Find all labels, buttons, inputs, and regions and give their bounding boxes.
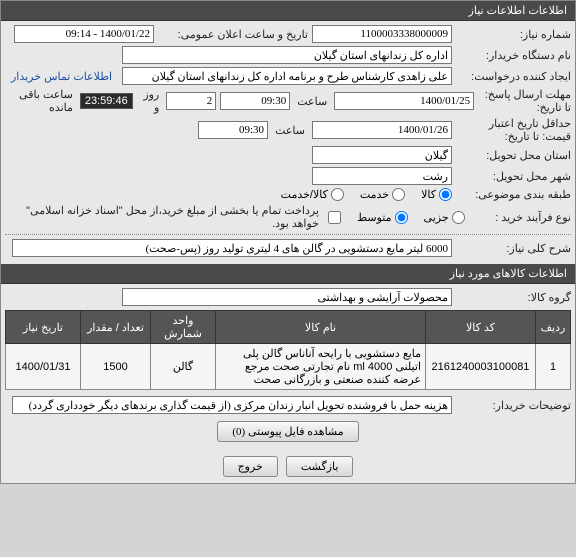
radio-small[interactable]: جزیی [424,211,465,224]
buyer-note-input[interactable] [12,396,452,414]
radio-both-input[interactable] [331,188,344,201]
province-input[interactable] [312,146,452,164]
city-input[interactable] [312,167,452,185]
checkbox-treasury[interactable]: پرداخت تمام یا بخشی از مبلغ خرید،از محل … [17,204,341,230]
buyer-org-label: نام دستگاه خریدار: [456,49,571,62]
row-need-no: شماره نیاز: تاریخ و ساعت اعلان عمومی: [5,25,571,43]
checkbox-treasury-input[interactable] [328,211,341,224]
radio-medium-input[interactable] [395,211,408,224]
items-table: ردیف کد کالا نام کالا واحد شمارش تعداد /… [5,310,571,390]
items-header: اطلاعات کالاهای مورد نیاز [1,264,575,284]
cell-qty: 1500 [81,344,151,390]
reply-deadline-label: مهلت ارسال پاسخ: تا تاریخ: [478,88,571,114]
creator-input[interactable] [122,67,452,85]
col-code: کد کالا [426,311,536,344]
table-header-row: ردیف کد کالا نام کالا واحد شمارش تعداد /… [6,311,571,344]
cell-name: مایع دستشویی با رایحه آناناس گالن پلی ات… [216,344,426,390]
attach-row: مشاهده فایل پیوستی (0) [5,417,571,446]
col-date: تاریخ نیاز [6,311,81,344]
attach-button[interactable]: مشاهده فایل پیوستی (0) [217,421,358,442]
table-row[interactable]: 1 2161240003100081 مایع دستشویی با رایحه… [6,344,571,390]
reply-time-input[interactable] [220,92,290,110]
reply-days-input[interactable] [166,92,216,110]
row-city: شهر محل تحویل: [5,167,571,185]
radio-small-input[interactable] [452,211,465,224]
cell-date: 1400/01/31 [6,344,81,390]
radio-both[interactable]: کالا/خدمت [281,188,344,201]
process-label: نوع فرآیند خرید : [469,211,571,224]
cell-idx: 1 [536,344,571,390]
credit-time-input[interactable] [198,121,268,139]
items-area: گروه کالا: ردیف کد کالا نام کالا واحد شم… [1,284,575,450]
need-desc-label: شرح کلی نیاز: [456,242,571,255]
col-unit: واحد شمارش [151,311,216,344]
panel-title: اطلاعات اطلاعات نیاز [1,1,575,21]
cell-code: 2161240003100081 [426,344,536,390]
form-area: شماره نیاز: تاریخ و ساعت اعلان عمومی: نا… [1,21,575,264]
group-input[interactable] [122,288,452,306]
buyer-org-input[interactable] [122,46,452,64]
row-need-desc: شرح کلی نیاز: [5,239,571,257]
row-credit-deadline: حداقل تاریخ اعتبار قیمت: تا تاریخ: ساعت [5,117,571,143]
cell-unit: گالن [151,344,216,390]
group-label: گروه کالا: [456,291,571,304]
radio-medium[interactable]: متوسط [357,211,408,224]
separator [5,234,571,235]
main-panel: اطلاعات اطلاعات نیاز شماره نیاز: تاریخ و… [0,0,576,484]
radio-service-input[interactable] [392,188,405,201]
exit-button[interactable]: خروج [223,456,278,477]
row-process: نوع فرآیند خرید : جزیی متوسط پرداخت تمام… [5,204,571,230]
row-buyer-note: توضیحات خریدار: [5,396,571,414]
province-label: استان محل تحویل: [456,149,571,162]
credit-date-input[interactable] [312,121,452,139]
contact-link[interactable]: اطلاعات تماس خریدار [11,70,112,83]
need-no-label: شماره نیاز: [456,28,571,41]
row-province: استان محل تحویل: [5,146,571,164]
row-buyer-org: نام دستگاه خریدار: [5,46,571,64]
col-qty: تعداد / مقدار [81,311,151,344]
remain-label: ساعت باقی مانده [8,88,73,114]
creator-label: ایجاد کننده درخواست: [456,70,571,83]
footer-buttons: بازگشت خروج [1,450,575,483]
city-label: شهر محل تحویل: [456,170,571,183]
credit-deadline-label: حداقل تاریخ اعتبار قیمت: تا تاریخ: [456,117,571,143]
reply-days-label: روز و [140,88,160,114]
need-no-input[interactable] [312,25,452,43]
radio-service[interactable]: خدمت [360,188,405,201]
buyer-note-label: توضیحات خریدار: [456,399,571,412]
reply-time-label: ساعت [297,95,327,108]
reply-date-input[interactable] [334,92,474,110]
radio-goods-input[interactable] [439,188,452,201]
category-label: طبقه بندی موضوعی: [456,188,571,201]
row-creator: ایجاد کننده درخواست: اطلاعات تماس خریدار [5,67,571,85]
announce-label: تاریخ و ساعت اعلان عمومی: [158,28,308,41]
col-idx: ردیف [536,311,571,344]
back-button[interactable]: بازگشت [286,456,354,477]
row-reply-deadline: مهلت ارسال پاسخ: تا تاریخ: ساعت روز و 23… [5,88,571,114]
need-desc-input[interactable] [12,239,452,257]
row-category: طبقه بندی موضوعی: کالا خدمت کالا/خدمت [5,188,571,201]
col-name: نام کالا [216,311,426,344]
row-group: گروه کالا: [5,288,571,306]
radio-goods[interactable]: کالا [421,188,452,201]
announce-input[interactable] [14,25,154,43]
credit-time-label: ساعت [275,124,305,137]
countdown-timer: 23:59:46 [80,93,133,109]
